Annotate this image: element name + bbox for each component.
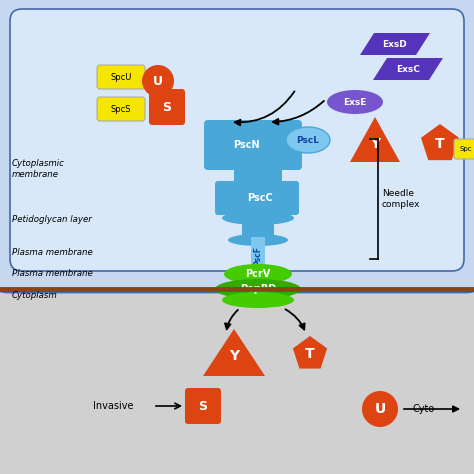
FancyBboxPatch shape	[454, 139, 474, 159]
FancyBboxPatch shape	[10, 9, 464, 271]
Polygon shape	[203, 329, 265, 376]
Text: Plasma membrane: Plasma membrane	[12, 247, 93, 256]
FancyBboxPatch shape	[97, 97, 145, 121]
FancyBboxPatch shape	[215, 181, 299, 215]
FancyBboxPatch shape	[242, 216, 274, 238]
Bar	[0, 289, 474, 474]
Text: Spc: Spc	[460, 146, 472, 152]
Ellipse shape	[228, 234, 288, 246]
Circle shape	[362, 391, 398, 427]
Text: S: S	[199, 400, 208, 412]
Bar	[0, 0, 474, 289]
Text: PcrV: PcrV	[246, 269, 271, 279]
Ellipse shape	[222, 211, 294, 225]
Text: U: U	[374, 402, 386, 416]
Polygon shape	[421, 124, 459, 160]
Text: ExsD: ExsD	[383, 39, 407, 48]
Ellipse shape	[286, 127, 330, 153]
Polygon shape	[373, 58, 443, 80]
Text: Plasma membrane: Plasma membrane	[12, 270, 93, 279]
FancyBboxPatch shape	[97, 65, 145, 89]
Polygon shape	[350, 117, 400, 162]
Text: Y: Y	[370, 137, 380, 151]
Text: SpcS: SpcS	[111, 104, 131, 113]
Ellipse shape	[222, 292, 294, 308]
FancyBboxPatch shape	[185, 388, 221, 424]
Text: PscN: PscN	[233, 140, 259, 150]
Text: Petidoglycan layer: Petidoglycan layer	[12, 215, 92, 224]
Text: S: S	[163, 100, 172, 113]
Text: PscL: PscL	[297, 136, 319, 145]
FancyBboxPatch shape	[234, 162, 282, 184]
Text: PopBD: PopBD	[240, 284, 276, 294]
Ellipse shape	[224, 264, 292, 284]
Text: Cytoplasmic
membrane: Cytoplasmic membrane	[12, 159, 65, 179]
Polygon shape	[360, 33, 430, 55]
Text: U: U	[153, 74, 163, 88]
Text: Needle
complex: Needle complex	[382, 189, 420, 209]
Circle shape	[142, 65, 174, 97]
Text: SpcU: SpcU	[110, 73, 132, 82]
Ellipse shape	[215, 279, 301, 299]
FancyBboxPatch shape	[0, 0, 474, 292]
Text: Invasive: Invasive	[93, 401, 134, 411]
Text: ExsE: ExsE	[343, 98, 367, 107]
Ellipse shape	[327, 90, 383, 114]
Text: T: T	[435, 137, 445, 151]
Text: T: T	[305, 347, 315, 361]
Bar	[251, 237, 265, 274]
Text: Cytoplasm: Cytoplasm	[12, 292, 58, 301]
Text: Cyto: Cyto	[413, 404, 435, 414]
Text: PscC: PscC	[247, 193, 273, 203]
Text: PscF: PscF	[254, 246, 263, 266]
Text: Y: Y	[229, 349, 239, 363]
Text: ExsC: ExsC	[396, 64, 420, 73]
FancyBboxPatch shape	[149, 89, 185, 125]
Polygon shape	[293, 336, 327, 369]
FancyBboxPatch shape	[204, 120, 302, 170]
